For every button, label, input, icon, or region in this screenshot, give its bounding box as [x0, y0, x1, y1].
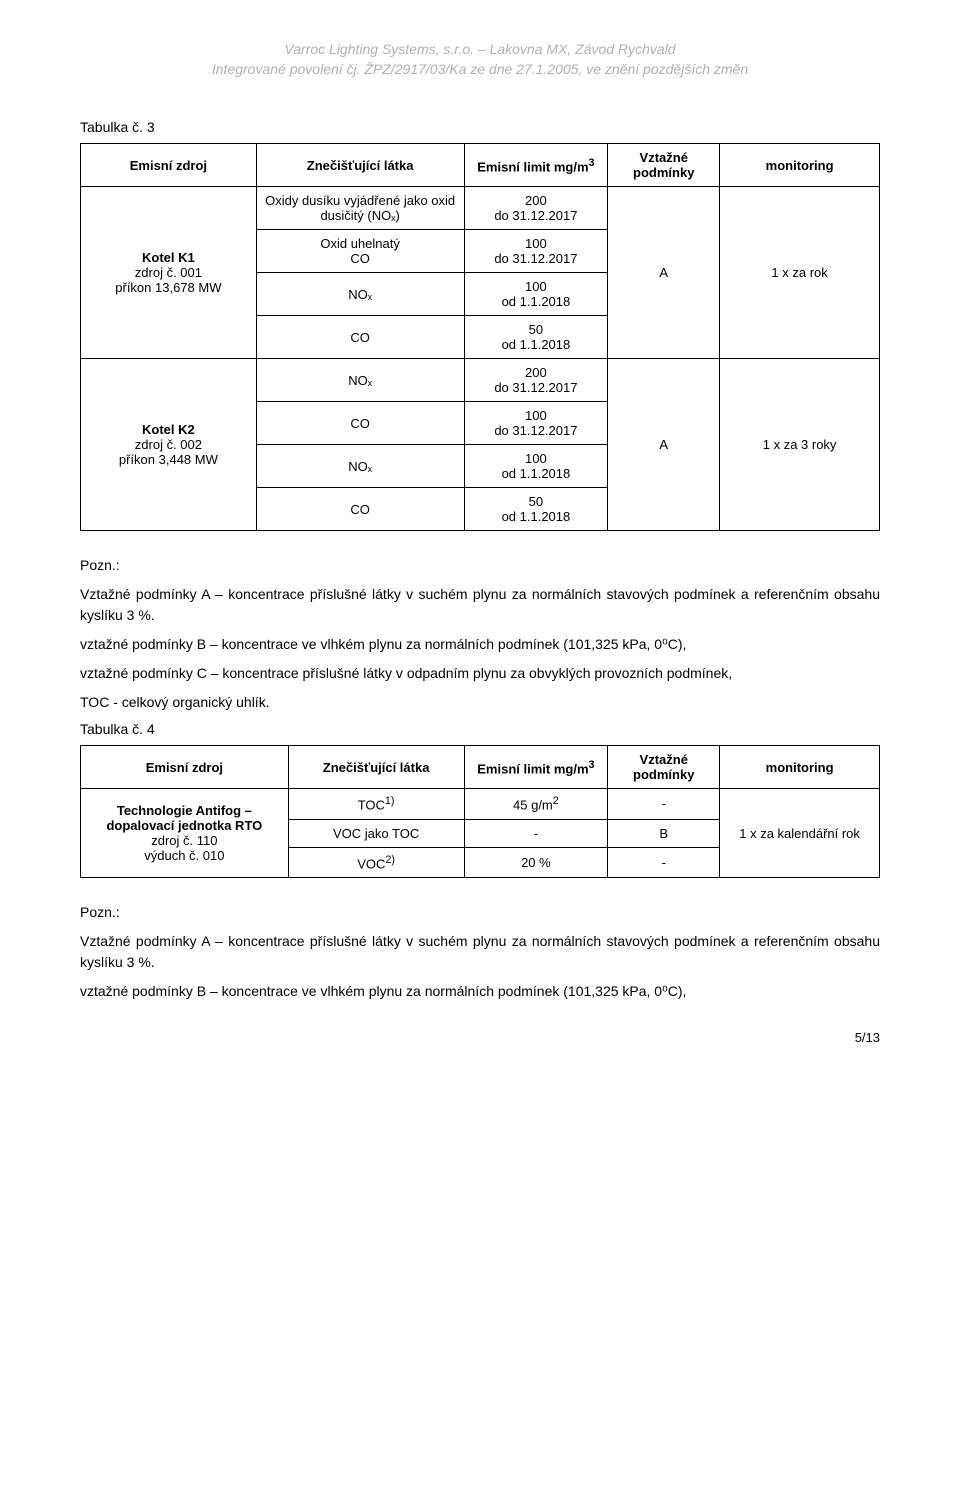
t3-limit-cell: 100od 1.1.2018	[464, 273, 608, 316]
notes1-p2: vztažné podmínky B – koncentrace ve vlhk…	[80, 634, 880, 655]
t3-mon-cell: 1 x za 3 roky	[720, 359, 880, 531]
t3-pollutant-cell: CO	[256, 316, 464, 359]
header-line2: Integrované povolení čj. ŽPZ/2917/03/Ka …	[80, 60, 880, 80]
t4-h-limit-sup: 3	[589, 759, 595, 771]
notes2-p2: vztažné podmínky B – koncentrace ve vlhk…	[80, 981, 880, 1002]
t3-h-limit-sup: 3	[589, 157, 595, 169]
t3-cond-cell: A	[608, 187, 720, 359]
t4-pollutant-cell: VOC jako TOC	[288, 819, 464, 847]
notes1-p3: vztažné podmínky C – koncentrace přísluš…	[80, 663, 880, 684]
table4-caption: Tabulka č. 4	[80, 721, 880, 737]
table3-caption: Tabulka č. 3	[80, 119, 880, 135]
t4-h-pollutant: Znečišťující látka	[288, 746, 464, 789]
t3-limit-cell: 100od 1.1.2018	[464, 445, 608, 488]
t3-h-limit-text: Emisní limit mg/m	[477, 159, 588, 174]
t3-pollutant-cell: CO	[256, 488, 464, 531]
t3-pollutant-cell: NOₓ	[256, 273, 464, 316]
t3-pollutant-cell: CO	[256, 402, 464, 445]
t3-limit-cell: 200do 31.12.2017	[464, 187, 608, 230]
notes1-p1: Vztažné podmínky A – koncentrace přísluš…	[80, 584, 880, 626]
t4-pollutant-cell: VOC2)	[288, 847, 464, 877]
t4-mon-cell: 1 x za kalendářní rok	[720, 789, 880, 878]
t4-cond-cell: B	[608, 819, 720, 847]
t3-h-source: Emisní zdroj	[81, 144, 257, 187]
t3-limit-cell: 200do 31.12.2017	[464, 359, 608, 402]
header-line1: Varroc Lighting Systems, s.r.o. – Lakovn…	[80, 40, 880, 60]
t3-pollutant-cell: NOₓ	[256, 445, 464, 488]
t4-h-limit-text: Emisní limit mg/m	[477, 761, 588, 776]
notes1-p4: TOC - celkový organický uhlík.	[80, 692, 880, 713]
notes1: Pozn.: Vztažné podmínky A – koncentrace …	[80, 555, 880, 713]
t3-cond-cell: A	[608, 359, 720, 531]
t3-limit-cell: 50od 1.1.2018	[464, 316, 608, 359]
t3-h-pollutant: Znečišťující látka	[256, 144, 464, 187]
table4: Emisní zdroj Znečišťující látka Emisní l…	[80, 745, 880, 878]
page-header: Varroc Lighting Systems, s.r.o. – Lakovn…	[80, 40, 880, 79]
t3-source-cell: Kotel K2zdroj č. 002příkon 3,448 MW	[81, 359, 257, 531]
t3-mon-cell: 1 x za rok	[720, 187, 880, 359]
t4-h-cond: Vztažné podmínky	[608, 746, 720, 789]
t4-limit-cell: -	[464, 819, 608, 847]
t4-limit-cell: 45 g/m2	[464, 789, 608, 819]
t3-limit-cell: 100do 31.12.2017	[464, 402, 608, 445]
table-row: Kotel K1zdroj č. 001příkon 13,678 MWOxid…	[81, 187, 880, 230]
notes2-title: Pozn.:	[80, 902, 880, 923]
t4-cond-cell: -	[608, 789, 720, 819]
t3-h-cond: Vztažné podmínky	[608, 144, 720, 187]
t4-cond-cell: -	[608, 847, 720, 877]
t3-pollutant-cell: NOₓ	[256, 359, 464, 402]
table3: Emisní zdroj Znečišťující látka Emisní l…	[80, 143, 880, 531]
table3-header-row: Emisní zdroj Znečišťující látka Emisní l…	[81, 144, 880, 187]
notes2: Pozn.: Vztažné podmínky A – koncentrace …	[80, 902, 880, 1002]
t4-pollutant-cell: TOC1)	[288, 789, 464, 819]
t3-pollutant-cell: Oxid uhelnatýCO	[256, 230, 464, 273]
table4-header-row: Emisní zdroj Znečišťující látka Emisní l…	[81, 746, 880, 789]
table-row: Kotel K2zdroj č. 002příkon 3,448 MWNOₓ20…	[81, 359, 880, 402]
page-number: 5/13	[80, 1030, 880, 1045]
t4-limit-cell: 20 %	[464, 847, 608, 877]
t4-source-cell: Technologie Antifog – dopalovací jednotk…	[81, 789, 289, 878]
t3-pollutant-cell: Oxidy dusíku vyjádřené jako oxid dusičit…	[256, 187, 464, 230]
t3-h-mon: monitoring	[720, 144, 880, 187]
t3-h-limit: Emisní limit mg/m3	[464, 144, 608, 187]
notes1-title: Pozn.:	[80, 555, 880, 576]
t4-h-mon: monitoring	[720, 746, 880, 789]
t4-h-limit: Emisní limit mg/m3	[464, 746, 608, 789]
t4-h-source: Emisní zdroj	[81, 746, 289, 789]
notes2-p1: Vztažné podmínky A – koncentrace přísluš…	[80, 931, 880, 973]
t3-limit-cell: 50od 1.1.2018	[464, 488, 608, 531]
t3-source-cell: Kotel K1zdroj č. 001příkon 13,678 MW	[81, 187, 257, 359]
t3-limit-cell: 100do 31.12.2017	[464, 230, 608, 273]
table-row: Technologie Antifog – dopalovací jednotk…	[81, 789, 880, 819]
